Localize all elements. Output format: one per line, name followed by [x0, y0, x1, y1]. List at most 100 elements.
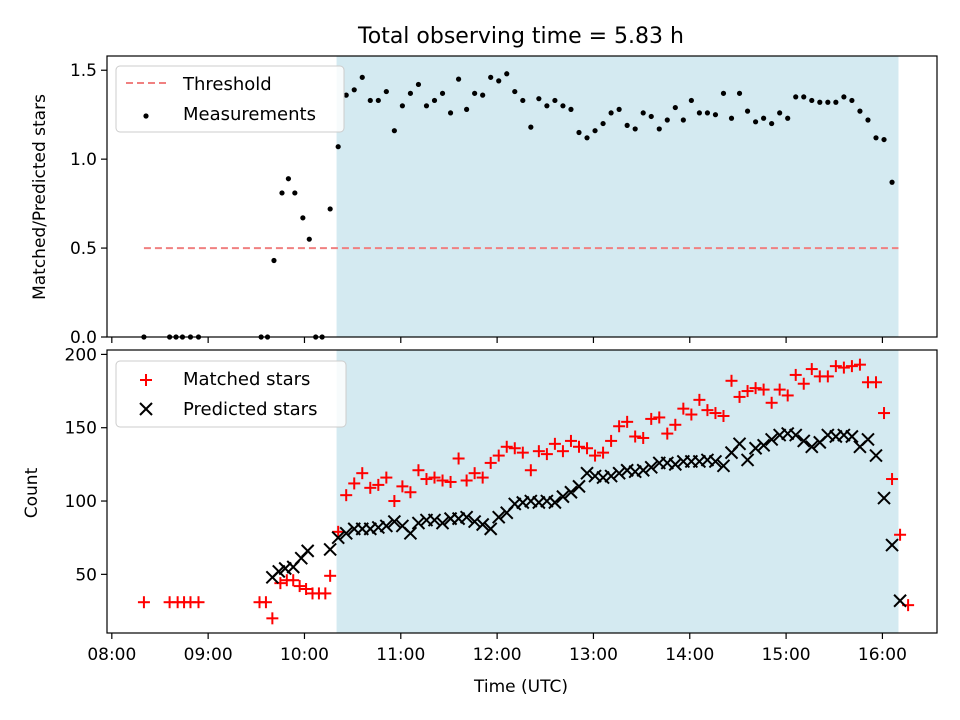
- matched-star-point: [572, 440, 585, 453]
- predicted-star-point: [716, 459, 731, 473]
- matched-star-point: [516, 446, 529, 459]
- predicted-star-point: [564, 485, 578, 499]
- measurement-point: [680, 117, 686, 123]
- predicted-star-point: [379, 519, 394, 533]
- predicted-legend-label: Predicted stars: [183, 399, 317, 420]
- x-tick-label: 16:00: [858, 645, 907, 665]
- bottom-y-axis-label: Count: [22, 467, 42, 518]
- measurement-point: [367, 97, 373, 104]
- matched-star-point: [645, 412, 658, 425]
- matched-star-point: [837, 361, 850, 374]
- matched-star-point: [581, 442, 594, 455]
- predicted-star-point: [789, 428, 803, 442]
- measurement-point: [472, 90, 478, 96]
- matched-star-point: [878, 407, 891, 420]
- top-legend: Threshold Measurements: [115, 65, 345, 133]
- measurement-point: [568, 106, 574, 112]
- matched-star-point: [524, 464, 537, 477]
- x-tick-label: 13:00: [569, 645, 618, 665]
- measurement-point: [285, 176, 292, 182]
- predicted-star-point: [540, 494, 554, 508]
- measurement-point: [656, 126, 662, 132]
- measurement-point: [785, 115, 791, 121]
- predicted-star-point: [829, 429, 843, 444]
- measurement-point: [696, 110, 702, 116]
- predicted-legend-swatch: [139, 402, 153, 416]
- matched-star-point: [444, 475, 457, 488]
- matched-star-point: [725, 374, 738, 387]
- top-y-tick-label: 0.0: [70, 328, 97, 348]
- measurement-point: [664, 117, 670, 123]
- predicted-star-point: [668, 457, 683, 472]
- predicted-star-point: [580, 466, 594, 480]
- measurement-point: [383, 88, 389, 95]
- predicted-star-point: [877, 491, 891, 505]
- matched-star-point: [597, 446, 610, 459]
- predicted-star-point: [532, 495, 546, 510]
- measurement-point: [292, 190, 298, 196]
- matched-star-point: [492, 449, 505, 462]
- matched-star-point: [484, 456, 497, 469]
- predicted-star-point: [708, 454, 723, 469]
- matched-star-point: [717, 409, 730, 422]
- measurement-point: [704, 110, 711, 116]
- measurement-point: [793, 94, 799, 100]
- matched-star-point: [613, 420, 626, 433]
- matched-star-point: [532, 445, 545, 458]
- matched-star-point: [845, 360, 858, 373]
- matched-star-point: [661, 427, 674, 440]
- matched-star-point: [829, 360, 842, 373]
- matched-star-point: [789, 368, 802, 381]
- matched-star-point: [436, 474, 449, 487]
- x-tick-label: 08:00: [87, 645, 136, 665]
- measurement-point: [375, 97, 381, 104]
- top-points-layer: [141, 71, 895, 340]
- measurement-point: [528, 124, 534, 130]
- matched-star-point: [540, 448, 553, 461]
- matched-star-point: [293, 580, 306, 593]
- measurement-point: [608, 110, 614, 116]
- predicted-star-point: [588, 469, 602, 483]
- measurement-point: [841, 94, 847, 100]
- bottom-legend-box: [115, 360, 347, 428]
- matched-star-point: [259, 596, 272, 609]
- top-axes: 0.0 0.5 1.0 1.5: [70, 55, 938, 348]
- predicted-star-point: [300, 544, 315, 558]
- measurement-point: [632, 126, 638, 132]
- predicted-star-point: [524, 494, 538, 508]
- measurement-point: [873, 135, 879, 141]
- matched-star-point: [500, 440, 513, 453]
- matched-star-point: [797, 377, 810, 390]
- measurement-point: [752, 119, 759, 125]
- chart-title: Total observing time = 5.83 h: [357, 24, 684, 49]
- matched-star-point: [340, 489, 353, 502]
- measurement-point: [801, 94, 807, 100]
- matched-star-point: [886, 473, 899, 486]
- predicted-star-point: [732, 437, 747, 451]
- matched-star-point: [324, 569, 337, 582]
- measurement-point: [306, 236, 312, 242]
- matched-star-point: [364, 481, 377, 494]
- matched-star-point: [853, 358, 866, 371]
- matched-star-point: [733, 390, 746, 403]
- predicted-star-point: [636, 463, 650, 477]
- matched-star-point: [452, 452, 465, 465]
- x-tick-label: 12:00: [473, 645, 522, 665]
- bottom-axes: 50 100 150 200 08:00 09:00 10:00 11:00 12:00 13:0…: [65, 345, 938, 665]
- matched-star-point: [821, 370, 834, 383]
- measurement-point: [480, 92, 486, 98]
- measurement-point: [809, 97, 815, 104]
- bottom-axes-frame: [106, 349, 938, 634]
- measurement-point: [391, 128, 397, 134]
- matched-star-point: [805, 363, 818, 376]
- matched-star-point: [757, 383, 770, 396]
- matched-star-point: [468, 467, 481, 480]
- predicted-star-point: [780, 426, 795, 441]
- measurement-point: [744, 108, 751, 114]
- bottom-y-tick-label: 50: [75, 565, 97, 585]
- measurement-point: [889, 179, 895, 185]
- predicted-star-point: [893, 594, 907, 608]
- predicted-star-point: [748, 441, 763, 455]
- top-y-tick-label: 1.0: [70, 150, 97, 170]
